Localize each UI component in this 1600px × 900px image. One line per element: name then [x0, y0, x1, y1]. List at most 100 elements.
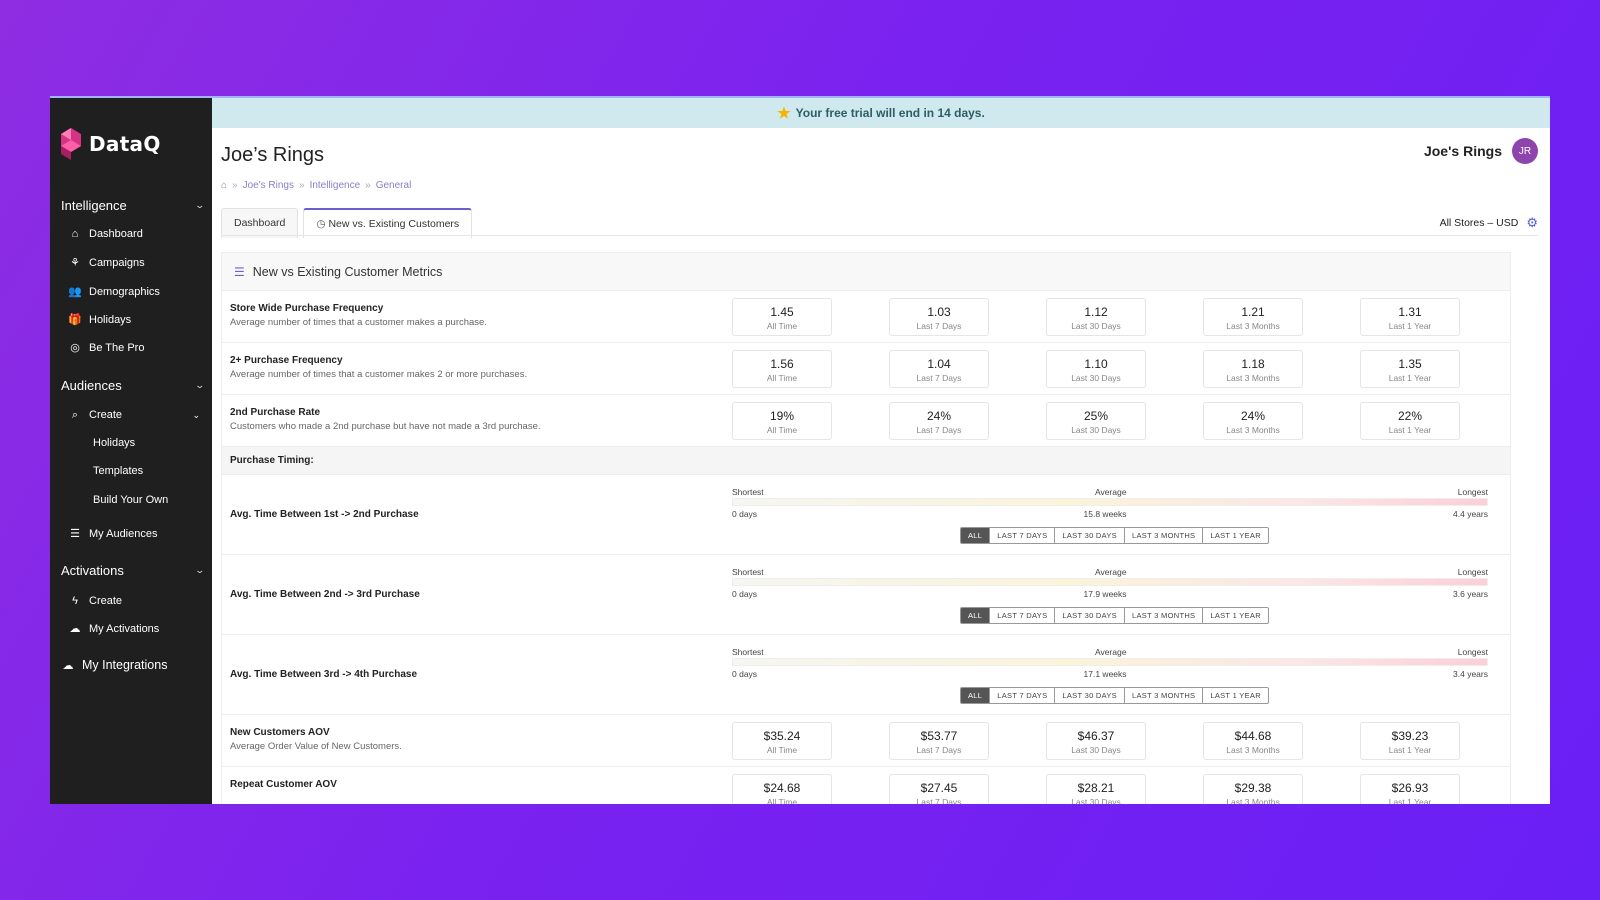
metric-value: $29.38 — [1234, 781, 1272, 795]
timing-filter-button[interactable]: LAST 3 MONTHS — [1125, 608, 1204, 623]
metric-period: Last 3 Months — [1226, 321, 1280, 331]
metric-value-box: 1.56 All Time — [732, 350, 832, 388]
timing-row: Avg. Time Between 2nd -> 3rd Purchase Sh… — [222, 555, 1510, 635]
nav-item-campaigns[interactable]: ⚘ Campaigns — [68, 256, 198, 270]
nav-section-intelligence[interactable]: Intelligence ⌄ — [61, 198, 206, 213]
timing-gradient-bar — [732, 498, 1488, 506]
nav-subitem-holidays[interactable]: Holidays — [93, 437, 136, 449]
timing-filter-button[interactable]: LAST 30 DAYS — [1055, 528, 1125, 543]
metric-value: 22% — [1397, 409, 1423, 423]
nav-item-my-integrations[interactable]: ☁ My Integrations — [61, 658, 191, 672]
sidebar: DataQ Intelligence ⌄ ⌂ Dashboard ⚘ Campaign… — [50, 98, 212, 804]
timing-shortest: 0 days — [732, 589, 758, 599]
metric-value: $24.68 — [763, 781, 801, 795]
breadcrumb-intelligence[interactable]: Intelligence — [309, 180, 361, 191]
nav-label: Create — [89, 595, 123, 607]
search-people-icon: ⌕ — [71, 409, 79, 421]
timing-filter-button[interactable]: LAST 7 DAYS — [990, 608, 1056, 623]
nav-label: Be The Pro — [89, 341, 145, 354]
timing-filter-button[interactable]: ALL — [961, 528, 991, 543]
metric-period: All Time — [766, 373, 798, 383]
nav-subitem-build-your-own[interactable]: Build Your Own — [93, 494, 169, 506]
timing-row: Avg. Time Between 3rd -> 4th Purchase Sh… — [222, 635, 1510, 715]
cloud-upload-icon: ☁ — [62, 659, 74, 672]
nav-subitem-templates[interactable]: Templates — [93, 465, 144, 477]
nav-item-my-activations[interactable]: ☁ My Activations — [68, 622, 198, 636]
metric-value: 25% — [1083, 409, 1109, 423]
nav-item-dashboard[interactable]: ⌂ Dashboard — [68, 228, 198, 240]
timing-gradient-bar — [732, 658, 1488, 666]
timing-filter-button[interactable]: LAST 7 DAYS — [990, 688, 1056, 703]
timing-filter-button[interactable]: ALL — [961, 688, 991, 703]
metric-period: Last 30 Days — [1071, 745, 1121, 755]
store-selector-label: All Stores – USD — [1439, 217, 1519, 229]
metric-period: Last 7 Days — [916, 373, 962, 383]
breadcrumb-general[interactable]: General — [375, 180, 412, 191]
tab-divider — [221, 235, 1538, 236]
timing-filter-button[interactable]: LAST 30 DAYS — [1055, 688, 1125, 703]
metric-period: Last 7 Days — [916, 745, 962, 755]
nav-item-audience-create[interactable]: ⌕ Create ⌄ — [68, 409, 200, 422]
tab-new-vs-existing[interactable]: ◷ New vs. Existing Customers — [303, 208, 473, 238]
timing-filter-button[interactable]: ALL — [961, 608, 991, 623]
metric-value-box: $53.77 Last 7 Days — [889, 722, 989, 760]
timing-rows: Avg. Time Between 1st -> 2nd Purchase Sh… — [222, 475, 1510, 715]
panel-header: ☰ New vs Existing Customer Metrics — [222, 253, 1510, 291]
metric-period: Last 30 Days — [1071, 321, 1121, 331]
metric-row: Repeat Customer AOV $24.68 All Time $27.45 L… — [222, 767, 1510, 804]
metric-value-box: 1.18 Last 3 Months — [1203, 350, 1303, 388]
timing-filter-group: ALL LAST 7 DAYS LAST 30 DAYS LAST 3 MONTHS L… — [960, 527, 1269, 544]
tab-dashboard[interactable]: Dashboard — [221, 208, 299, 238]
store-selector[interactable]: All Stores – USD ⚙ — [1440, 215, 1538, 231]
metric-value-box: 25% Last 30 Days — [1046, 402, 1146, 440]
trial-banner: ★ Your free trial will end in 14 days. — [212, 98, 1550, 128]
metric-period: Last 30 Days — [1071, 797, 1121, 804]
nav-section-audiences[interactable]: Audiences ⌄ — [61, 378, 206, 393]
gear-icon[interactable]: ⚙ — [1526, 215, 1538, 230]
home-icon[interactable]: ⌂ — [221, 180, 228, 191]
metric-title: 2nd Purchase Rate — [230, 407, 321, 418]
timing-filter-button[interactable]: LAST 1 YEAR — [1210, 531, 1261, 540]
metric-period: Last 1 Year — [1388, 797, 1432, 804]
metric-value-box: $28.21 Last 30 Days — [1046, 774, 1146, 804]
nav-item-be-the-pro[interactable]: ◎ Be The Pro — [68, 341, 198, 355]
scale-longest-label: Longest — [1457, 567, 1488, 577]
nav-item-demographics[interactable]: 👥 Demographics — [68, 285, 198, 299]
nav-item-activation-create[interactable]: ϟ Create — [68, 595, 198, 607]
timing-filter-button[interactable]: LAST 7 DAYS — [990, 528, 1056, 543]
metric-value: 1.12 — [1084, 305, 1108, 319]
user-menu[interactable]: Joe's Rings JR — [1424, 138, 1538, 164]
section-label: Activations — [61, 563, 124, 578]
nav-item-my-audiences[interactable]: ☰ My Audiences — [68, 527, 198, 541]
metric-period: Last 3 Months — [1226, 745, 1280, 755]
timing-scale: Shortest Average Longest 0 days 15.8 weeks 4… — [732, 487, 1488, 519]
timing-row: Avg. Time Between 1st -> 2nd Purchase Sh… — [222, 475, 1510, 555]
logo[interactable]: DataQ — [60, 126, 161, 162]
campaigns-icon: ⚘ — [70, 257, 80, 269]
metric-period: Last 1 Year — [1388, 373, 1432, 383]
timing-filter-button[interactable]: LAST 30 DAYS — [1055, 608, 1125, 623]
panel-title: New vs Existing Customer Metrics — [252, 264, 443, 279]
avatar[interactable]: JR — [1512, 138, 1538, 164]
metric-title: Store Wide Purchase Frequency — [230, 303, 384, 314]
metric-value: 1.21 — [1241, 305, 1265, 319]
metric-value-box: 1.31 Last 1 Year — [1360, 298, 1460, 336]
nav-item-holidays[interactable]: 🎁 Holidays — [68, 313, 198, 327]
metric-description: Average number of times that a customer … — [230, 369, 528, 380]
metric-period: Last 1 Year — [1388, 425, 1432, 435]
timing-filter-button[interactable]: LAST 1 YEAR — [1210, 691, 1261, 700]
timing-filter-button[interactable]: LAST 1 YEAR — [1210, 611, 1261, 620]
nav-section-activations[interactable]: Activations ⌄ — [61, 563, 206, 578]
breadcrumb-store[interactable]: Joe's Rings — [242, 180, 294, 191]
timing-average: 17.9 weeks — [1083, 589, 1127, 599]
timing-filter-button[interactable]: LAST 3 MONTHS — [1125, 528, 1204, 543]
star-icon: ★ — [777, 105, 791, 122]
timing-longest: 4.4 years — [1453, 509, 1488, 519]
metric-period: Last 7 Days — [916, 425, 962, 435]
metric-period: Last 1 Year — [1388, 745, 1432, 755]
tab-bar: Dashboard ◷ New vs. Existing Customers — [221, 208, 473, 238]
metric-value-box: $39.23 Last 1 Year — [1360, 722, 1460, 760]
timing-filter-button[interactable]: LAST 3 MONTHS — [1125, 688, 1204, 703]
trial-banner-text: Your free trial will end in 14 days. — [795, 106, 985, 120]
scale-longest-label: Longest — [1457, 647, 1488, 657]
